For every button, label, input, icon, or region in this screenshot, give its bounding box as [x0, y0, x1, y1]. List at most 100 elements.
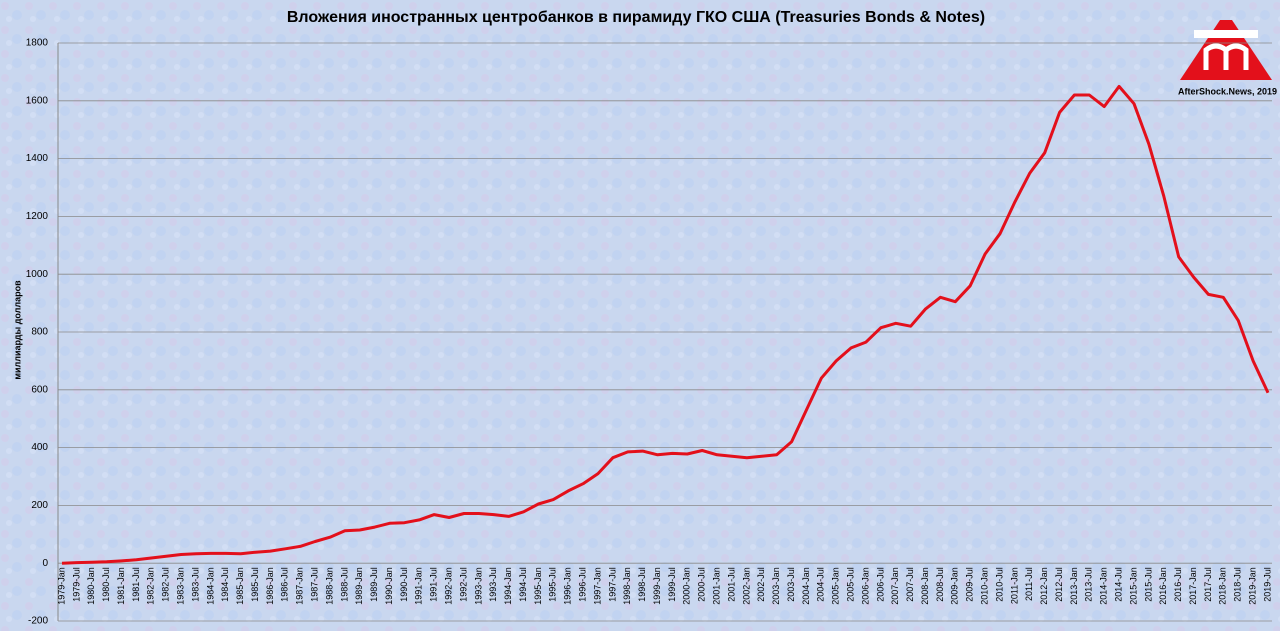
x-tick-label: 1984-Jul — [220, 567, 230, 602]
x-tick-label: 2001-Jan — [711, 567, 721, 605]
x-tick-label: 2011-Jul — [1024, 567, 1034, 601]
x-tick-label: 1989-Jul — [369, 567, 379, 602]
x-tick-label: 1997-Jul — [607, 567, 617, 602]
x-tick-label: 2000-Jan — [682, 567, 692, 605]
x-tick-label: 2013-Jul — [1084, 567, 1094, 602]
logo-letters — [1203, 43, 1249, 70]
x-tick-label: 1993-Jul — [488, 567, 498, 602]
x-tick-label: 2018-Jul — [1233, 567, 1243, 602]
x-tick-label: 2017-Jul — [1203, 567, 1213, 602]
x-tick-label: 2003-Jul — [786, 567, 796, 602]
x-tick-label: 2007-Jul — [905, 567, 915, 602]
chart-title: Вложения иностранных центробанков в пира… — [287, 9, 985, 26]
x-tick-label: 1991-Jul — [429, 567, 439, 602]
x-tick-label: 2003-Jan — [771, 567, 781, 605]
x-tick-label: 2016-Jan — [1158, 567, 1168, 605]
x-tick-label: 1996-Jan — [563, 567, 573, 605]
x-tick-label: 1991-Jan — [414, 567, 424, 605]
x-tick-label: 1988-Jan — [324, 567, 334, 605]
x-tick-label: 1980-Jan — [86, 567, 96, 605]
x-tick-label: 1998-Jul — [637, 567, 647, 602]
x-tick-label: 2012-Jul — [1054, 567, 1064, 602]
y-tick-label: 600 — [31, 384, 48, 395]
x-tick-label: 2019-Jul — [1262, 567, 1272, 602]
x-tick-label: 2008-Jan — [920, 567, 930, 605]
y-tick-label: 1600 — [26, 95, 49, 106]
logo: AfterShock.News, 2019 — [1178, 20, 1277, 96]
watermark: AfterShock.News, 2019 — [1178, 86, 1277, 96]
x-tick-label: 2008-Jul — [935, 567, 945, 602]
x-tick-label: 2011-Jan — [1009, 567, 1019, 604]
x-tick-label: 2009-Jul — [965, 567, 975, 602]
x-tick-label: 1990-Jan — [384, 567, 394, 605]
y-tick-label: 1800 — [26, 38, 49, 49]
x-tick-label: 1986-Jan — [265, 567, 275, 605]
x-tick-label: 1987-Jan — [295, 567, 305, 605]
x-tick-label: 2005-Jan — [831, 567, 841, 605]
x-tick-label: 2007-Jan — [890, 567, 900, 605]
x-tick-label: 2004-Jan — [801, 567, 811, 605]
y-tick-label: 1200 — [26, 211, 49, 222]
y-tick-label: 800 — [31, 327, 48, 338]
x-tick-label: 2014-Jul — [1113, 567, 1123, 602]
x-tick-label: 2010-Jul — [994, 567, 1004, 602]
x-tick-label: 1999-Jul — [667, 567, 677, 602]
x-tick-label: 1984-Jan — [205, 567, 215, 605]
x-tick-label: 1995-Jul — [548, 567, 558, 602]
x-tick-label: 2002-Jan — [741, 567, 751, 605]
x-tick-label: 2012-Jan — [1039, 567, 1049, 605]
y-tick-label: 0 — [42, 558, 48, 569]
x-tick-label: 2013-Jan — [1069, 567, 1079, 605]
x-tick-label: 1994-Jan — [503, 567, 513, 605]
x-tick-label: 2015-Jan — [1128, 567, 1138, 605]
x-tick-label: 1998-Jan — [622, 567, 632, 605]
x-tick-label: 2019-Jan — [1247, 567, 1257, 605]
x-tick-label: 2001-Jul — [726, 567, 736, 602]
x-tick-label: 1989-Jan — [354, 567, 364, 605]
x-tick-label: 1979-Jan — [56, 567, 66, 605]
x-tick-label: 1980-Jul — [101, 567, 111, 602]
logo-bar — [1194, 30, 1258, 38]
y-tick-label: 1000 — [26, 269, 49, 280]
x-tick-label: 1981-Jul — [131, 567, 141, 602]
y-tick-label: 200 — [31, 500, 48, 511]
x-tick-label: 1992-Jan — [443, 567, 453, 605]
x-tick-label: 2006-Jul — [875, 567, 885, 602]
x-tick-label: 2014-Jan — [1099, 567, 1109, 605]
x-tick-label: 2010-Jan — [979, 567, 989, 605]
x-tick-label: 2018-Jan — [1218, 567, 1228, 605]
x-tick-label: 2000-Jul — [697, 567, 707, 602]
x-tick-label: 1988-Jul — [339, 567, 349, 602]
x-tick-label: 1986-Jul — [280, 567, 290, 602]
x-tick-label: 1979-Jul — [71, 567, 81, 602]
y-tick-label: -200 — [28, 616, 48, 627]
x-tick-label: 2009-Jan — [950, 567, 960, 605]
x-tick-label: 2005-Jul — [845, 567, 855, 602]
x-tick-label: 1982-Jul — [161, 567, 171, 602]
x-tick-label: 1999-Jan — [652, 567, 662, 605]
x-tick-label: 1981-Jan — [116, 567, 126, 605]
x-tick-label: 1993-Jan — [473, 567, 483, 605]
x-tick-label: 1995-Jan — [533, 567, 543, 605]
x-tick-label: 2016-Jul — [1173, 567, 1183, 602]
x-tick-label: 1987-Jul — [309, 567, 319, 602]
x-tick-label: 2004-Jul — [816, 567, 826, 602]
x-tick-label: 1992-Jul — [458, 567, 468, 602]
x-tick-label: 1985-Jul — [250, 567, 260, 602]
x-tick-label: 1990-Jul — [399, 567, 409, 602]
y-axis-label: миллиарды долларов — [12, 280, 22, 380]
x-tick-label: 2015-Jul — [1143, 567, 1153, 602]
x-tick-label: 1983-Jan — [175, 567, 185, 605]
y-tick-label: 400 — [31, 442, 48, 453]
x-tick-label: 1982-Jan — [146, 567, 156, 605]
x-tick-label: 2017-Jan — [1188, 567, 1198, 605]
data-line — [61, 84, 1270, 565]
x-tick-label: 1996-Jul — [577, 567, 587, 602]
x-tick-label: 2002-Jul — [756, 567, 766, 602]
x-tick-label: 1997-Jan — [592, 567, 602, 605]
x-tick-label: 1983-Jul — [190, 567, 200, 602]
x-tick-label: 1985-Jan — [235, 567, 245, 605]
y-tick-label: 1400 — [26, 153, 49, 164]
